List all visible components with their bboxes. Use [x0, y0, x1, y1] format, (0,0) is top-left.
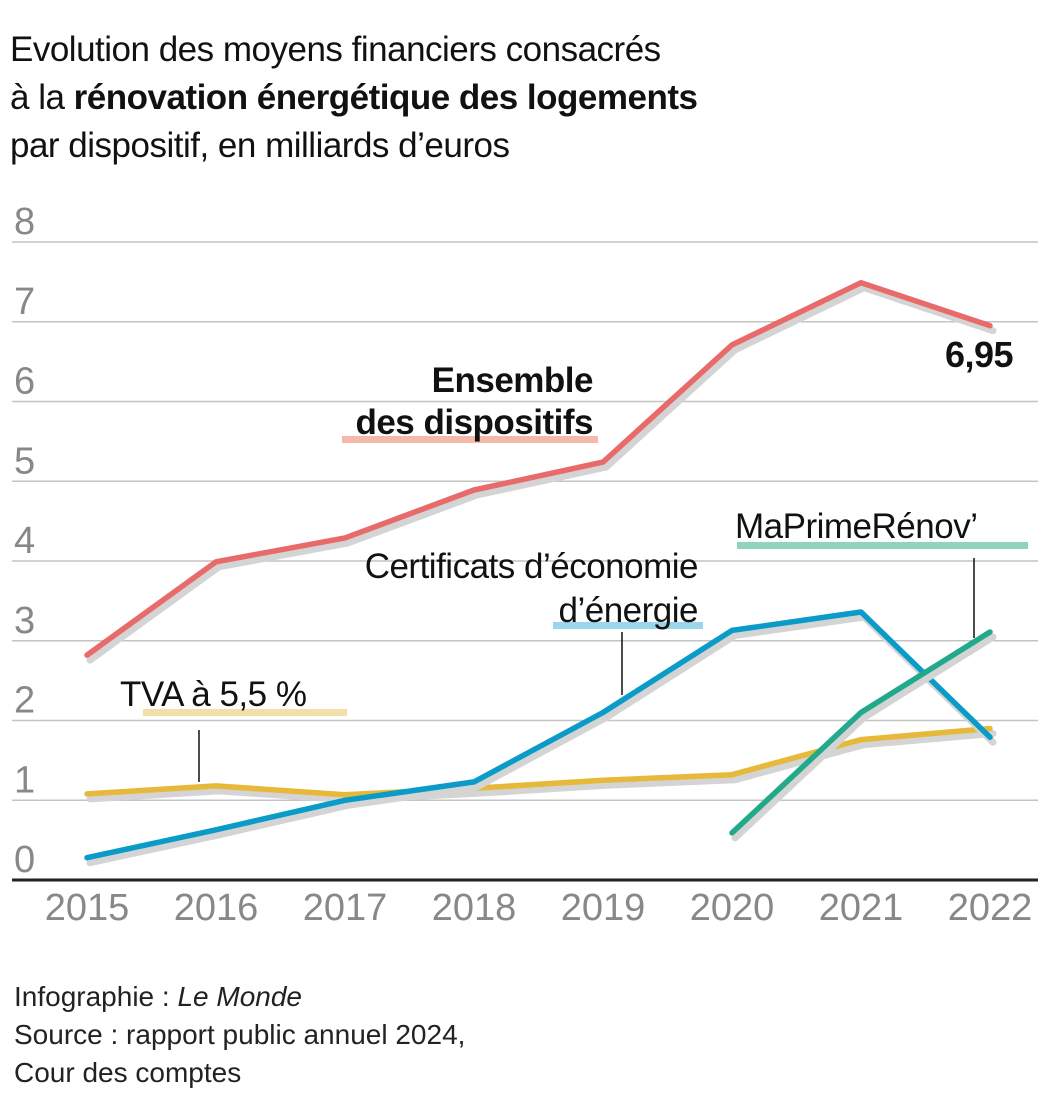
x-tick-label: 2018	[432, 887, 517, 929]
label-bar-maprimerenov	[737, 542, 1028, 549]
title-line-1: Evolution des moyens financiers consacré…	[10, 30, 661, 69]
label-tva: TVA à 5,5 %	[120, 675, 307, 714]
y-tick-label: 2	[14, 680, 35, 722]
infog-brand: Le Monde	[177, 981, 302, 1012]
chart-title: Evolution des moyens financiers consacré…	[10, 26, 698, 170]
title-prefix: à la	[10, 78, 74, 117]
series-shadow	[731, 633, 997, 842]
x-tick-label: 2017	[303, 887, 388, 929]
series-line-tva-	[84, 725, 993, 798]
x-tick-label: 2016	[174, 887, 259, 929]
footer: Infographie : Le Monde Source : rapport …	[14, 978, 465, 1092]
series-shadow	[86, 730, 997, 804]
y-tick-label: 1	[14, 759, 35, 801]
y-tick-label: 5	[14, 440, 35, 482]
x-tick-label: 2022	[948, 887, 1033, 929]
y-tick-label: 0	[14, 839, 35, 881]
y-tick-label: 7	[14, 281, 35, 323]
value-label-2022: 6,95	[945, 334, 1014, 375]
label-ensemble-2: des dispositifs	[355, 403, 593, 442]
label-maprimerenov: MaPrimeRénov’	[735, 507, 978, 546]
infog-prefix: Infographie :	[14, 981, 178, 1012]
y-tick-label: 3	[14, 600, 35, 642]
label-bar-tva	[143, 709, 347, 716]
y-tick-label: 6	[14, 361, 35, 403]
label-cee-1: Certificats d’économie	[364, 547, 699, 586]
y-tick-label: 4	[14, 520, 35, 562]
series-line-certificats-d-conomie-d-nergie	[84, 609, 993, 861]
footer-source-1: Source : rapport public annuel 2024,	[14, 1019, 466, 1050]
y-tick-label: 8	[14, 201, 35, 243]
footer-infographie: Infographie : Le Monde	[14, 978, 465, 1016]
title-line-3: par dispositif, en milliards d’euros	[10, 126, 510, 165]
label-cee-2: d’énergie	[558, 591, 699, 630]
series-line-ensemble-des-dispositifs	[84, 279, 993, 658]
label-ensemble-1: Ensemble	[431, 361, 594, 400]
x-tick-label: 2020	[690, 887, 775, 929]
title-line-2: à la rénovation énergétique des logement…	[10, 74, 698, 122]
title-bold: rénovation énergétique des logements	[73, 78, 698, 117]
series-shadow	[86, 284, 997, 664]
series-shadow	[86, 613, 997, 867]
footer-source-2: Cour des comptes	[14, 1057, 242, 1088]
label-bar-ensemble	[342, 436, 598, 443]
label-bar-cee	[553, 622, 703, 629]
x-tick-label: 2021	[819, 887, 904, 929]
x-tick-label: 2015	[45, 887, 130, 929]
x-tick-label: 2019	[561, 887, 646, 929]
